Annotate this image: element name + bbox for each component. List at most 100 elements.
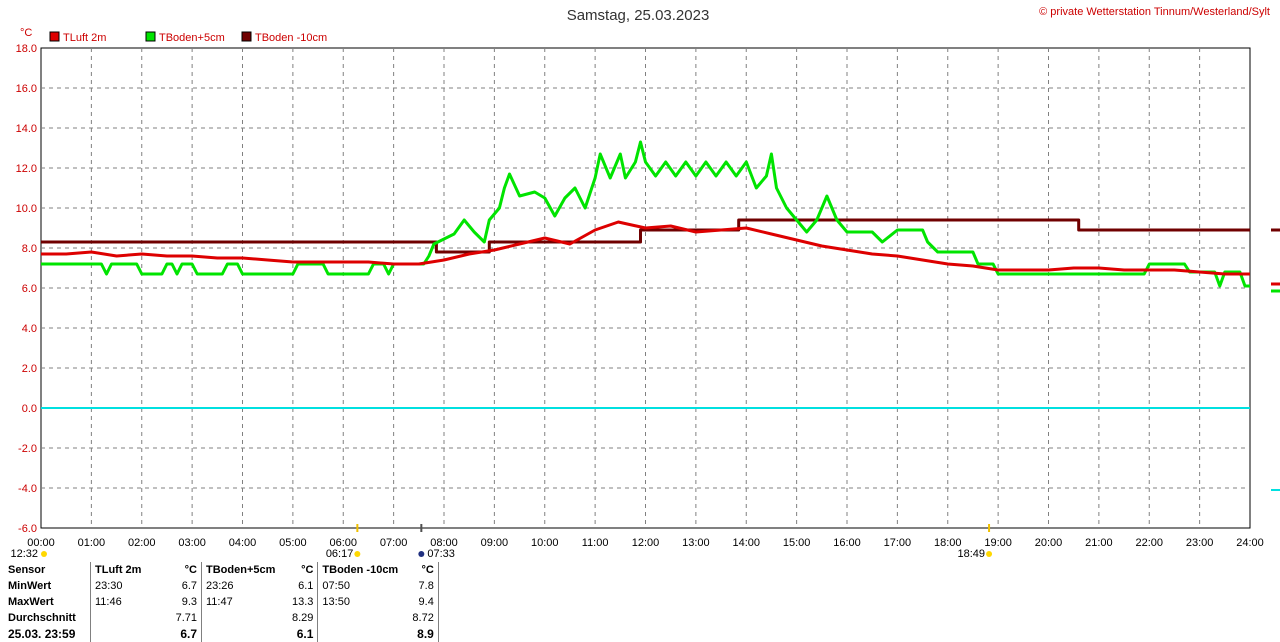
stats-time: 11:46 xyxy=(95,596,122,608)
y-tick-label: 18.0 xyxy=(16,43,37,55)
x-tick-label: 05:00 xyxy=(279,537,307,549)
stats-time: 13:50 xyxy=(322,596,350,608)
x-tick-label: 10:00 xyxy=(531,537,559,549)
y-tick-label: 6.0 xyxy=(22,283,37,295)
stats-value: 8.9 xyxy=(417,627,434,641)
y-tick-label: 14.0 xyxy=(16,123,37,135)
legend-label: TLuft 2m xyxy=(63,32,106,44)
marker-dot xyxy=(418,551,425,557)
stats-value: 6.7 xyxy=(180,627,197,641)
x-tick-label: 23:00 xyxy=(1186,537,1214,549)
legend: TLuft 2m TBoden+5cm TBoden -10cm xyxy=(49,31,327,44)
x-tick-label: 07:00 xyxy=(380,537,408,549)
x-tick-label: 19:00 xyxy=(984,537,1012,549)
stats-time: 23:30 xyxy=(95,580,123,592)
stats-time: 23:26 xyxy=(206,580,234,592)
stats-time xyxy=(91,626,169,642)
x-tick-label: 14:00 xyxy=(732,537,760,549)
x-tick-label: 13:00 xyxy=(682,537,710,549)
marker-label: 12:32 xyxy=(10,548,38,560)
series-line-tboden5 xyxy=(41,140,1250,288)
series-lines xyxy=(41,140,1250,288)
x-tick-label: 09:00 xyxy=(481,537,509,549)
stats-time xyxy=(318,610,408,626)
right-edge-indicators xyxy=(1271,228,1280,491)
y-tick-label: -2.0 xyxy=(18,443,37,455)
y-tick-labels: 18.0 16.0 14.0 12.0 10.0 8.0 6.0 4.0 2.0 0.0 -2.0 -… xyxy=(16,43,37,535)
x-tick-label: 11:00 xyxy=(582,537,609,549)
stats-value: 7.8 xyxy=(418,580,434,592)
stats-row-max: MaxWert 11:46 9.3 11:47 13.3 13:50 9.4 xyxy=(4,594,439,610)
x-tick-label: 15:00 xyxy=(783,537,811,549)
y-tick-label: 12.0 xyxy=(16,163,37,175)
y-tick-label: 8.0 xyxy=(22,243,37,255)
stats-header-unit: °C xyxy=(421,564,434,576)
legend-swatch xyxy=(49,31,60,42)
x-tick-label: 04:00 xyxy=(229,537,257,549)
stats-header-row: Sensor TLuft 2m °C TBoden+5cm °C TBoden … xyxy=(4,562,439,578)
x-tick-label: 01:00 xyxy=(78,537,106,549)
stats-time xyxy=(202,610,288,626)
stats-row-label: Durchschnitt xyxy=(8,612,76,624)
legend-label: TBoden -10cm xyxy=(255,32,327,44)
stats-value: 8.72 xyxy=(412,612,434,624)
x-tick-label: 00:00 xyxy=(27,537,55,549)
stats-row-label: 25.03. 23:59 xyxy=(8,627,76,641)
x-tick-label: 21:00 xyxy=(1085,537,1113,549)
stats-value: 6.7 xyxy=(181,580,197,592)
x-tick-label: 17:00 xyxy=(884,537,912,549)
y-tick-label: 0.0 xyxy=(22,403,37,415)
stats-value: 9.4 xyxy=(418,596,434,608)
x-tick-label: 08:00 xyxy=(430,537,458,549)
marker-dot xyxy=(41,551,47,557)
statistics-panel: Sensor TLuft 2m °C TBoden+5cm °C TBoden … xyxy=(4,562,439,642)
x-tick-label: 24:00 xyxy=(1236,537,1264,549)
stats-row-average: Durchschnitt 7.71 8.29 8.72 xyxy=(4,610,439,626)
y-tick-label: 10.0 xyxy=(16,203,37,215)
marker-label: 18:49 xyxy=(958,548,986,560)
stats-row-label: MinWert xyxy=(8,580,52,592)
x-tick-label: 12:00 xyxy=(632,537,660,549)
legend-swatch xyxy=(145,31,156,42)
stats-value: 9.3 xyxy=(181,596,197,608)
stats-value: 6.1 xyxy=(298,580,314,592)
y-tick-label: -4.0 xyxy=(18,483,37,495)
stats-row-label: MaxWert xyxy=(8,596,54,608)
legend-swatch xyxy=(241,31,252,42)
stats-value: 7.71 xyxy=(175,612,197,624)
stats-time: 07:50 xyxy=(322,580,350,592)
marker-dot xyxy=(354,551,361,557)
series-line-tboden10 xyxy=(41,218,1250,254)
stats-value: 6.1 xyxy=(296,627,314,641)
stats-header-tboden5: TBoden+5cm xyxy=(206,564,276,576)
x-tick-label: 16:00 xyxy=(833,537,861,549)
x-tick-label: 22:00 xyxy=(1135,537,1163,549)
copyright-note: © private Wetterstation Tinnum/Westerlan… xyxy=(1039,6,1270,18)
stats-header-tluft: TLuft 2m xyxy=(95,564,142,576)
stats-header-tboden10: TBoden -10cm xyxy=(322,564,399,576)
stats-value: 8.29 xyxy=(292,612,314,624)
temperature-chart: Samstag, 25.03.2023 © private Wetterstat… xyxy=(10,6,1280,560)
stats-time xyxy=(318,626,408,642)
stats-time xyxy=(202,626,288,642)
stats-header-unit: °C xyxy=(184,564,197,576)
y-tick-label: -6.0 xyxy=(18,523,37,535)
x-tick-label: 20:00 xyxy=(1035,537,1063,549)
grid xyxy=(40,47,1251,529)
x-tick-label: 02:00 xyxy=(128,537,156,549)
chart-title: Samstag, 25.03.2023 xyxy=(567,7,710,24)
marker-label: 06:17 xyxy=(326,548,354,560)
statistics-table: Sensor TLuft 2m °C TBoden+5cm °C TBoden … xyxy=(4,562,439,642)
series-line-tluft xyxy=(41,220,1250,276)
stats-row-min: MinWert 23:30 6.7 23:26 6.1 07:50 7.8 xyxy=(4,578,439,594)
stats-header-unit: °C xyxy=(301,564,314,576)
stats-time xyxy=(91,610,169,626)
marker-label: 07:33 xyxy=(427,548,455,560)
marker-dot xyxy=(986,551,993,557)
stats-header-sensor: Sensor xyxy=(8,564,46,576)
x-tick-label: 18:00 xyxy=(934,537,962,549)
x-tick-labels: 00:00 01:00 02:00 03:00 04:00 05:00 06:00 07:00… xyxy=(27,537,1264,549)
stats-time: 11:47 xyxy=(206,596,233,608)
time-markers: 12:32 06:17 07:33 18:49 xyxy=(10,524,993,560)
stats-row-current: 25.03. 23:59 6.7 6.1 8.9 xyxy=(4,626,439,642)
